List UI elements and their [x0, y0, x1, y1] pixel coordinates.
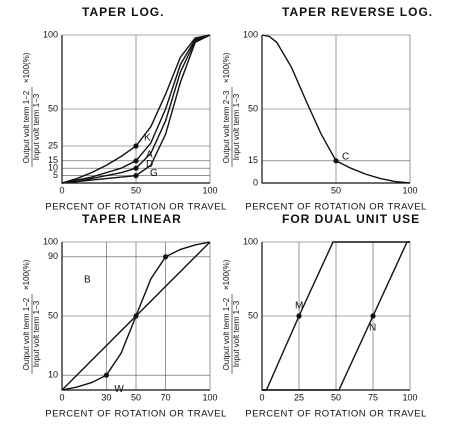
point	[133, 165, 139, 171]
x-tick-label: 50	[331, 392, 341, 402]
x-tick-label: 0	[59, 392, 64, 402]
x-tick-label: 100	[402, 185, 417, 195]
point	[296, 313, 302, 319]
series-label: N	[369, 323, 376, 334]
x-tick-label: 75	[368, 392, 378, 402]
y-label-numerator: Output volt term 1−2	[22, 297, 31, 370]
y-tick-label: 5	[53, 170, 58, 180]
y-tick-label: 10	[48, 163, 58, 173]
chart-panel: TAPER LINEAR PERCENT OF ROTATION OR TRAVE…	[22, 212, 226, 420]
y-tick-label: 25	[48, 140, 58, 150]
point	[103, 372, 109, 378]
point	[370, 313, 376, 319]
chart-title: TAPER REVERSE LOG.	[282, 5, 433, 19]
y-tick-label: 90	[48, 251, 58, 261]
y-label-unit: ×100(%)	[22, 259, 31, 290]
series-label: K	[144, 133, 151, 144]
x-tick-label: 70	[161, 392, 171, 402]
series-label: D	[146, 159, 153, 170]
x-tick-label: 0	[259, 392, 264, 402]
y-tick-label: 100	[243, 236, 258, 246]
y-tick-label: 100	[43, 29, 58, 39]
x-tick-label: 100	[402, 392, 417, 402]
chart-panel: TAPER LOG. PERCENT OF ROTATION OR TRAVEL O…	[22, 5, 226, 213]
y-label-unit: ×100(%)	[222, 52, 231, 83]
x-tick-label: 25	[294, 392, 304, 402]
series-label: C	[342, 151, 349, 162]
axes	[261, 35, 410, 184]
x-tick-label: 50	[131, 392, 141, 402]
y-axis-label: Output volt term 2−3 Input volt term 1−3 ×…	[222, 52, 241, 167]
series-label: G	[150, 168, 158, 179]
y-label-numerator: Output volt term 1−2	[22, 90, 31, 163]
chart-panel: FOR DUAL UNIT USE PERCENT OF ROTATION OR …	[222, 212, 426, 420]
y-tick-label: 15	[48, 155, 58, 165]
y-axis-label: Output volt term 1−2 Input volt term 1−3 ×…	[22, 52, 41, 167]
y-label-numerator: Output volt term 2−3	[222, 90, 231, 163]
y-tick-label: 50	[248, 103, 258, 113]
y-tick-label: 0	[253, 177, 258, 187]
y-label-denominator: Input volt term 1−3	[32, 93, 41, 160]
x-tick-label: 50	[331, 185, 341, 195]
x-tick-label: 100	[202, 392, 217, 402]
y-label-denominator: Input volt term 1−3	[232, 300, 241, 367]
x-tick-label: 30	[101, 392, 111, 402]
point	[333, 158, 339, 164]
x-axis-label: PERCENT OF ROTATION OR TRAVEL	[245, 409, 426, 420]
point	[133, 158, 139, 164]
y-tick-label: 50	[48, 103, 58, 113]
x-axis-label: PERCENT OF ROTATION OR TRAVEL	[245, 202, 426, 213]
x-tick-label: 100	[202, 185, 217, 195]
curve	[261, 34, 411, 184]
x-tick-label: 50	[131, 185, 141, 195]
y-label-unit: ×100(%)	[22, 52, 31, 83]
curve	[61, 241, 211, 391]
chart-title: TAPER LOG.	[82, 5, 164, 19]
y-tick-label: 50	[48, 310, 58, 320]
series-label: W	[114, 384, 124, 395]
y-label-denominator: Input volt term 1−3	[232, 93, 241, 160]
y-tick-label: 100	[243, 29, 258, 39]
series-label: B	[84, 275, 91, 286]
y-tick-label: 100	[43, 236, 58, 246]
chart-title: TAPER LINEAR	[82, 212, 182, 226]
point	[163, 254, 169, 260]
x-axis-label: PERCENT OF ROTATION OR TRAVEL	[45, 202, 226, 213]
x-tick-label: 0	[59, 185, 64, 195]
point	[133, 173, 139, 179]
point	[133, 143, 139, 149]
series-label: M	[295, 301, 303, 312]
chart-title: FOR DUAL UNIT USE	[282, 212, 420, 226]
y-tick-label: 15	[248, 155, 258, 165]
y-axis-label: Output volt term 1−2 Input volt term 1−3 ×…	[222, 259, 241, 374]
y-tick-label: 50	[248, 310, 258, 320]
y-label-unit: ×100(%)	[222, 259, 231, 290]
y-tick-label: 10	[48, 370, 58, 380]
y-label-denominator: Input volt term 1−3	[32, 300, 41, 367]
y-label-numerator: Output volt term 1−2	[222, 297, 231, 370]
y-axis-label: Output volt term 1−2 Input volt term 1−3 ×…	[22, 259, 41, 374]
chart-panel: TAPER REVERSE LOG. PERCENT OF ROTATION OR…	[222, 5, 433, 213]
x-axis-label: PERCENT OF ROTATION OR TRAVEL	[45, 409, 226, 420]
